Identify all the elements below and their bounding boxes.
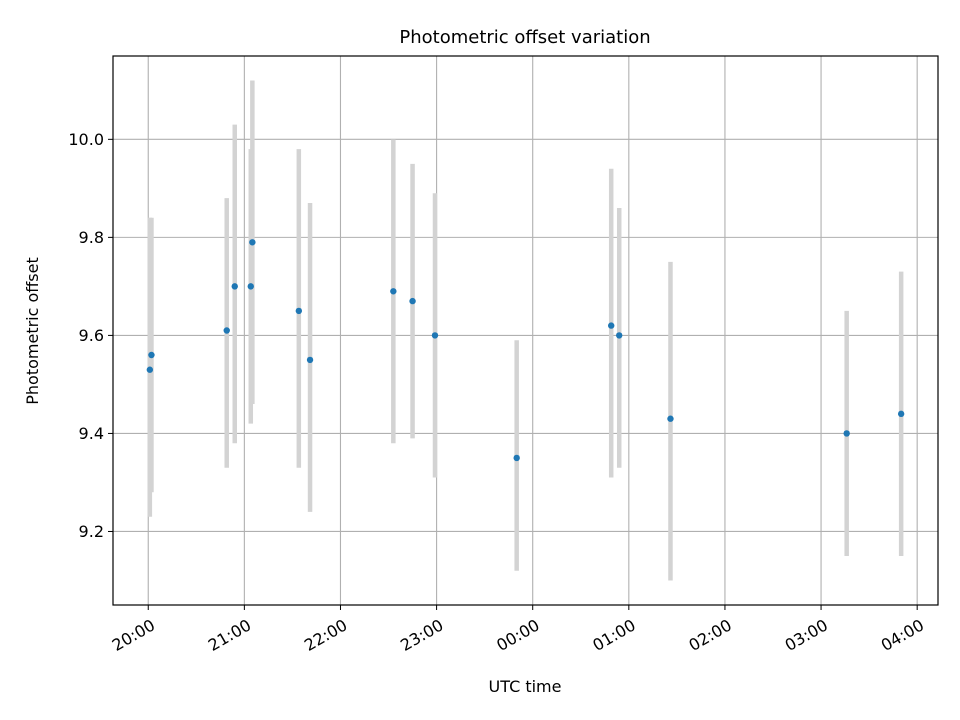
data-point xyxy=(390,288,397,295)
data-point xyxy=(843,430,850,437)
data-point xyxy=(667,415,674,422)
data-point xyxy=(409,297,416,305)
y-tick-label: 9.8 xyxy=(79,228,104,247)
data-point xyxy=(223,327,230,334)
y-axis-label: Photometric offset xyxy=(23,257,42,405)
data-point xyxy=(249,239,256,246)
data-point xyxy=(306,356,314,364)
plot-frame xyxy=(112,55,939,606)
data-point xyxy=(231,283,238,290)
data-point xyxy=(897,410,905,418)
data-point xyxy=(148,351,155,359)
y-tick-label: 10.0 xyxy=(68,130,104,149)
chart-title: Photometric offset variation xyxy=(399,27,650,48)
y-axis-ticks: 9.2 9.4 9.6 9.8 10.0 xyxy=(68,130,113,541)
data-point xyxy=(616,332,623,339)
x-axis-label: UTC time xyxy=(489,677,562,696)
y-tick-label: 9.4 xyxy=(79,424,104,443)
data-point xyxy=(247,283,254,290)
y-tick-label: 9.6 xyxy=(79,326,104,345)
data-points xyxy=(146,239,905,462)
data-point xyxy=(431,332,439,339)
data-point xyxy=(295,307,303,315)
data-point xyxy=(608,322,615,329)
data-point xyxy=(513,454,520,462)
y-tick-label: 9.2 xyxy=(79,522,104,541)
data-point xyxy=(146,366,154,373)
